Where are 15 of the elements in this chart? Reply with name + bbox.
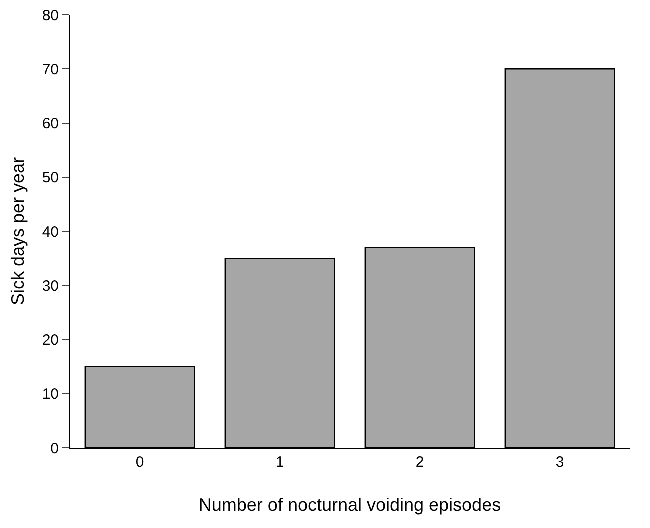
y-tick-label: 50 xyxy=(42,170,59,187)
y-tick-label: 70 xyxy=(42,61,59,78)
y-tick-label: 10 xyxy=(42,386,59,404)
y-tick-label: 40 xyxy=(42,224,59,241)
y-tick-label: 0 xyxy=(50,440,59,458)
x-axis-title: Number of nocturnal voiding episodes xyxy=(198,495,502,516)
x-tick-label: 1 xyxy=(276,454,284,471)
y-tick-label: 80 xyxy=(42,7,59,24)
x-tick-label: 2 xyxy=(416,454,424,471)
x-tick-label: 3 xyxy=(556,454,564,471)
y-axis-title: Sick days per year xyxy=(8,157,28,306)
y-tick-label: 30 xyxy=(42,278,59,295)
x-tick-label: 0 xyxy=(136,454,144,471)
y-tick-label: 20 xyxy=(42,332,59,349)
y-tick-label: 60 xyxy=(42,116,59,132)
